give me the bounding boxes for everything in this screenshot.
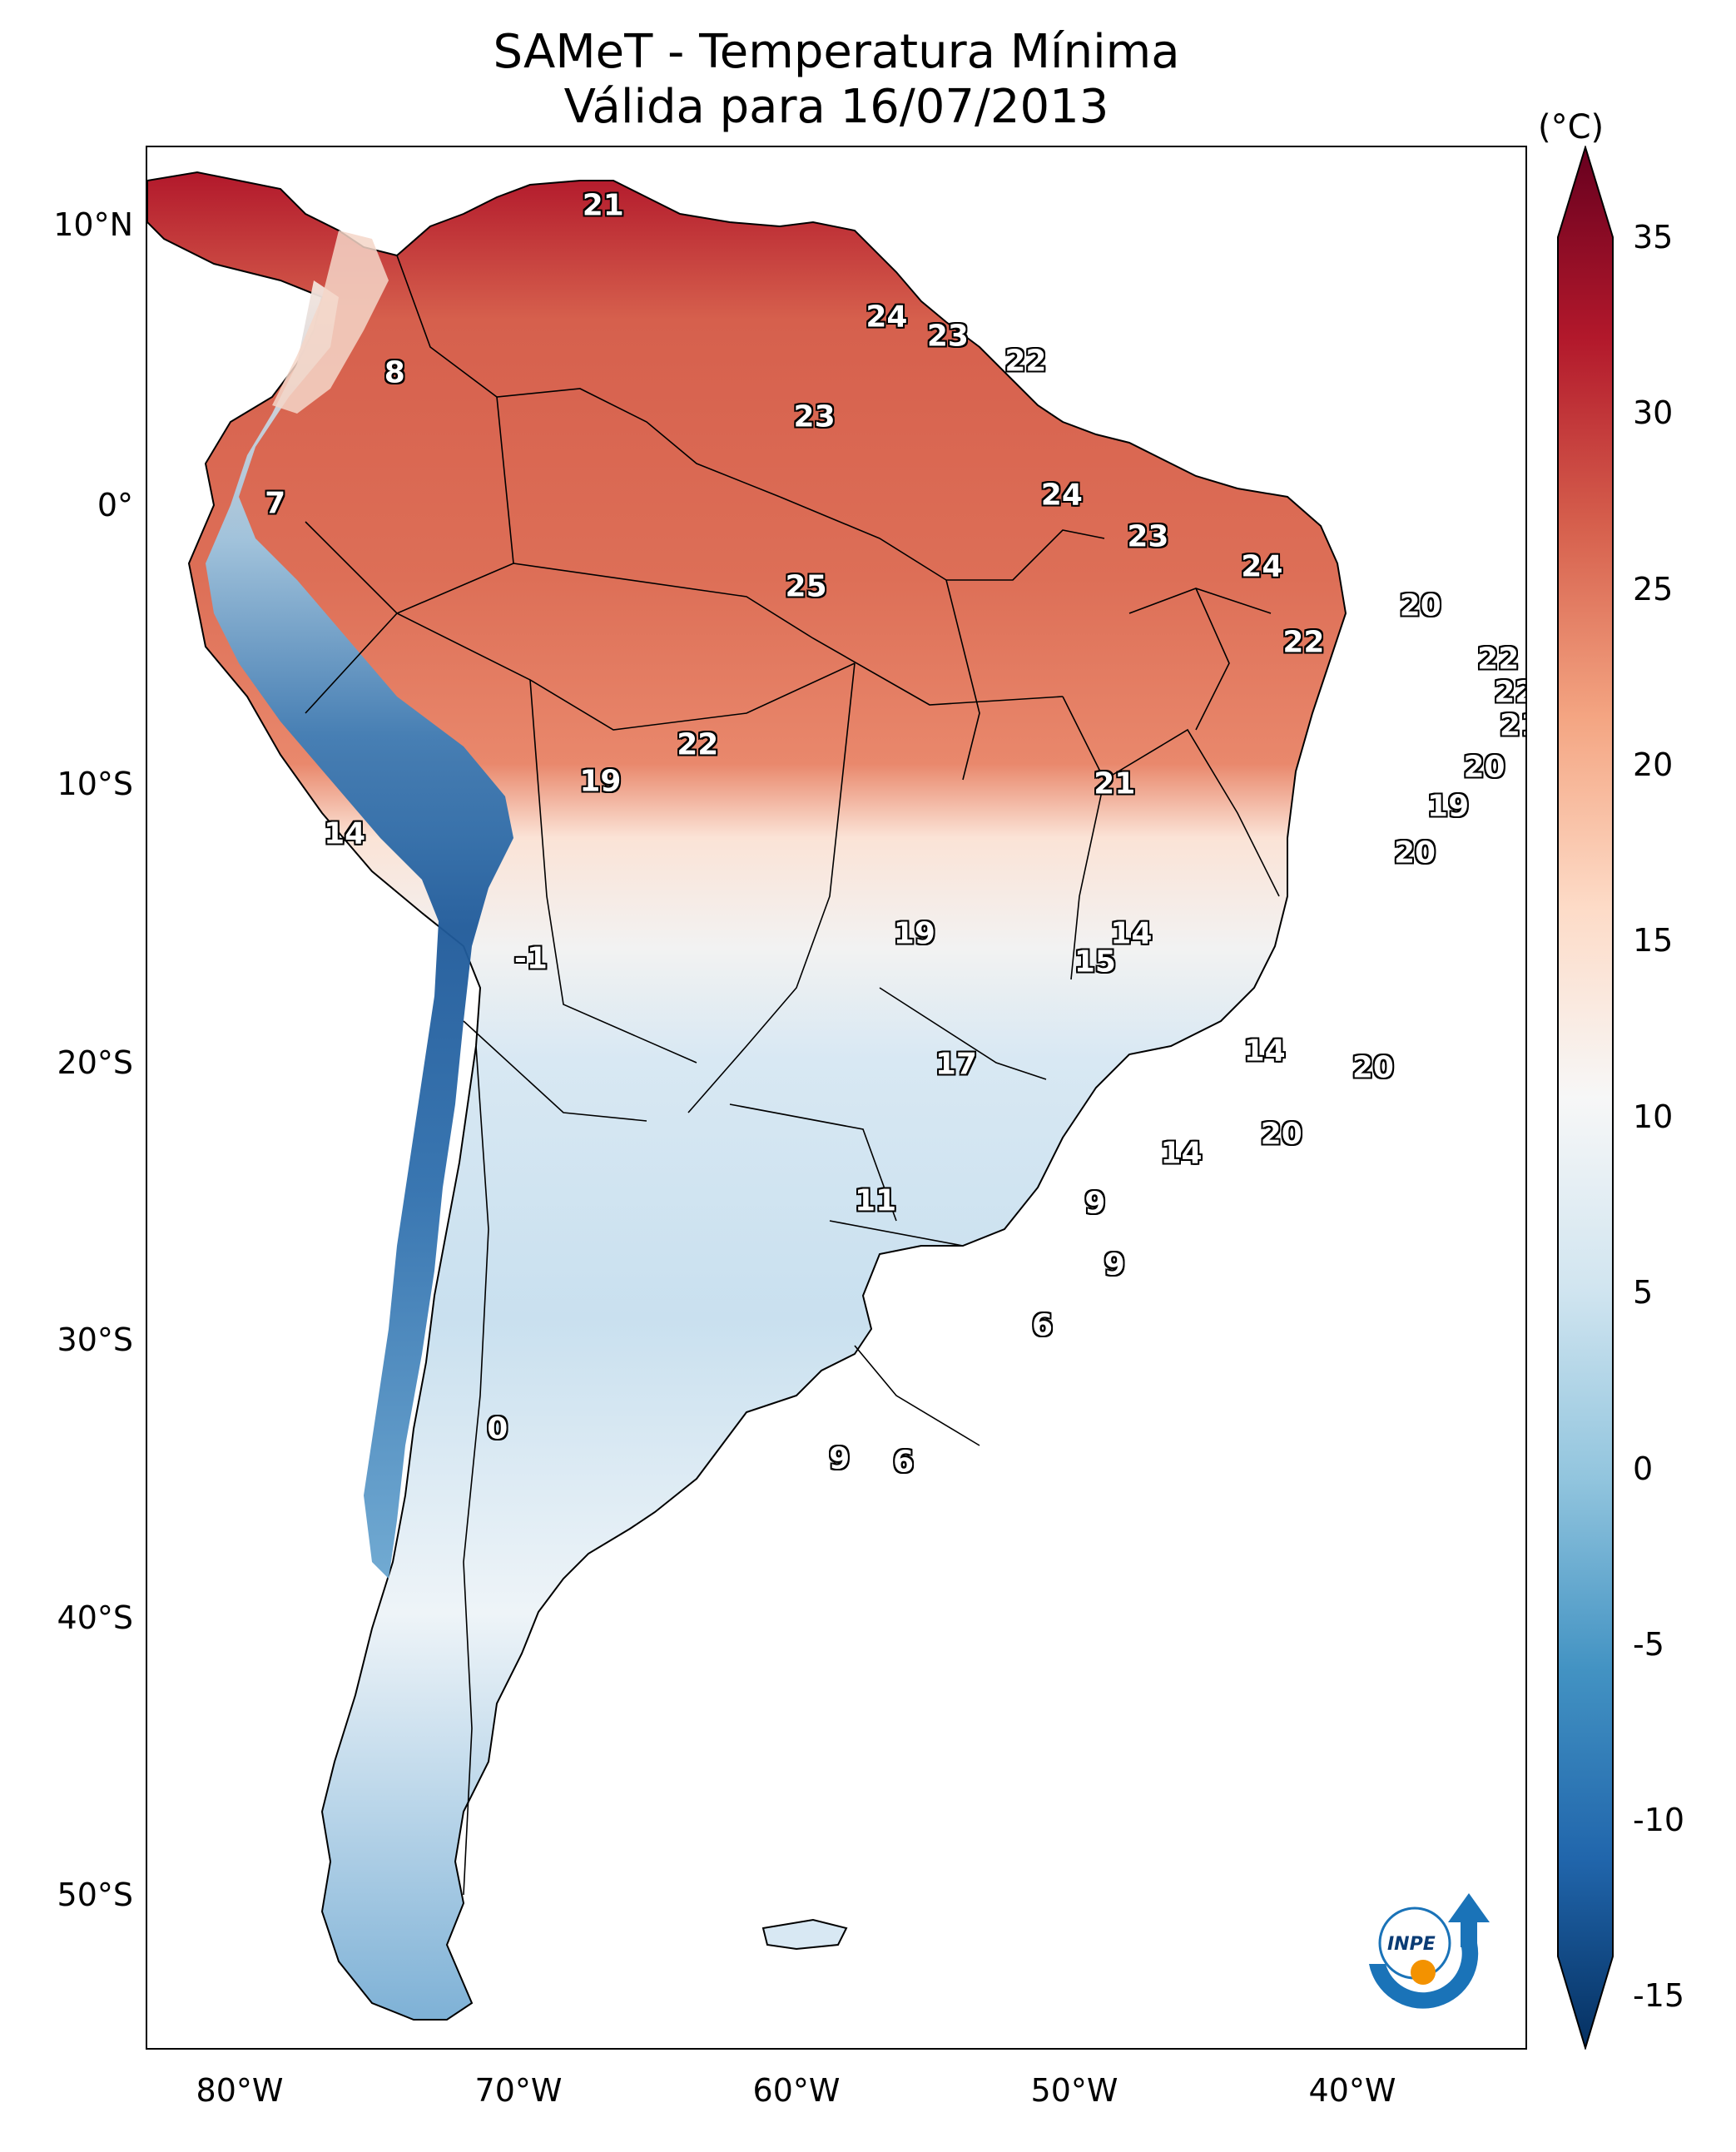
temperature-value: 8 bbox=[384, 355, 405, 390]
title-line-2: Válida para 16/07/2013 bbox=[563, 80, 1109, 134]
temperature-value: 23 bbox=[926, 319, 969, 354]
cb-tick-15: 15 bbox=[1633, 922, 1674, 959]
temperature-value: 24 bbox=[1040, 478, 1083, 512]
temperature-value: 6 bbox=[892, 1445, 914, 1480]
temperature-value: -1 bbox=[513, 941, 548, 976]
lon-label-70w: 70°W bbox=[474, 2072, 563, 2109]
andes-cold-region bbox=[206, 280, 513, 1579]
cb-tick-20: 20 bbox=[1633, 746, 1674, 783]
temperature-value: 9 bbox=[1084, 1186, 1106, 1221]
cb-tick-minus15: -15 bbox=[1633, 1977, 1685, 2014]
temperature-value: 20 bbox=[1393, 836, 1436, 870]
temperature-value: 22 bbox=[1477, 642, 1520, 677]
map-title: SAMeT - Temperatura Mínima Válida para 1… bbox=[146, 25, 1527, 135]
lon-label-60w: 60°W bbox=[752, 2072, 841, 2109]
colombia-highlands bbox=[272, 231, 389, 414]
political-borders bbox=[305, 255, 1280, 1896]
cb-tick-5: 5 bbox=[1633, 1274, 1654, 1311]
temperature-value: 20 bbox=[1352, 1050, 1394, 1085]
temperature-value: 22 bbox=[677, 727, 719, 762]
lon-label-40w: 40°W bbox=[1308, 2072, 1396, 2109]
cb-tick-10: 10 bbox=[1633, 1098, 1674, 1135]
temperature-value: 6 bbox=[1031, 1308, 1053, 1343]
lon-label-80w: 80°W bbox=[196, 2072, 284, 2109]
lat-label-50s: 50°S bbox=[57, 1877, 133, 1913]
temperature-value: 14 bbox=[1110, 916, 1153, 951]
temperature-value: 21 bbox=[1499, 708, 1525, 743]
temperature-value: 22 bbox=[1494, 675, 1525, 710]
cb-tick-minus10: -10 bbox=[1633, 1802, 1685, 1838]
title-line-1: SAMeT - Temperatura Mínima bbox=[493, 25, 1180, 79]
cb-tick-25: 25 bbox=[1633, 571, 1674, 607]
temperature-value: 21 bbox=[582, 188, 624, 223]
cb-tick-0: 0 bbox=[1633, 1450, 1654, 1487]
temperature-value: 14 bbox=[1243, 1034, 1286, 1068]
temperature-value: 24 bbox=[1241, 549, 1283, 584]
south-america-landmass bbox=[147, 171, 1347, 2021]
temperature-value: 21 bbox=[1094, 766, 1136, 801]
map-canvas bbox=[147, 171, 1347, 2021]
temperature-value: 14 bbox=[1160, 1136, 1203, 1171]
temperature-value: 15 bbox=[1074, 945, 1116, 979]
colorbar-body bbox=[1557, 146, 1614, 2050]
temperature-value: 20 bbox=[1463, 750, 1505, 785]
falkland-islands bbox=[761, 1918, 848, 1951]
logo-text: INPE bbox=[1387, 1934, 1436, 1955]
inpe-logo: INPE bbox=[1369, 1893, 1490, 2009]
cb-tick-35: 35 bbox=[1633, 219, 1674, 255]
map-area: 2182423222372423242520222222212219212019… bbox=[146, 146, 1527, 2050]
temperature-value: 9 bbox=[829, 1441, 851, 1476]
temperature-value: 19 bbox=[579, 764, 622, 799]
lat-label-10s: 10°S bbox=[57, 766, 133, 802]
colorbar-unit: (°C) bbox=[1538, 108, 1605, 146]
cb-tick-minus5: -5 bbox=[1633, 1626, 1664, 1663]
temperature-value: 24 bbox=[866, 300, 908, 335]
temperature-value: 23 bbox=[1127, 519, 1169, 554]
temperature-value: 9 bbox=[1104, 1247, 1125, 1282]
temperature-value: 22 bbox=[1004, 344, 1047, 379]
temperature-value: 11 bbox=[855, 1183, 897, 1218]
temperature-value: 17 bbox=[935, 1047, 977, 1082]
colorbar bbox=[1557, 146, 1614, 2050]
lon-label-50w: 50°W bbox=[1030, 2072, 1118, 2109]
temperature-value: 19 bbox=[893, 916, 935, 951]
temperature-value: 19 bbox=[1427, 789, 1470, 824]
lat-label-0: 0° bbox=[97, 487, 133, 523]
temperature-value: 25 bbox=[785, 569, 827, 604]
lat-label-30s: 30°S bbox=[57, 1321, 133, 1358]
temperature-value: 23 bbox=[793, 399, 836, 434]
temperature-value: 22 bbox=[1282, 625, 1325, 660]
temperature-value: 20 bbox=[1260, 1117, 1302, 1152]
temperature-value: 20 bbox=[1399, 588, 1441, 623]
temperature-value: 0 bbox=[487, 1411, 508, 1446]
lat-label-20s: 20°S bbox=[57, 1044, 133, 1081]
cb-tick-30: 30 bbox=[1633, 394, 1674, 431]
temperature-value: 14 bbox=[324, 816, 366, 851]
lat-label-40s: 40°S bbox=[57, 1599, 133, 1636]
lat-label-10n: 10°N bbox=[53, 206, 133, 243]
temperature-value: 7 bbox=[265, 486, 286, 521]
